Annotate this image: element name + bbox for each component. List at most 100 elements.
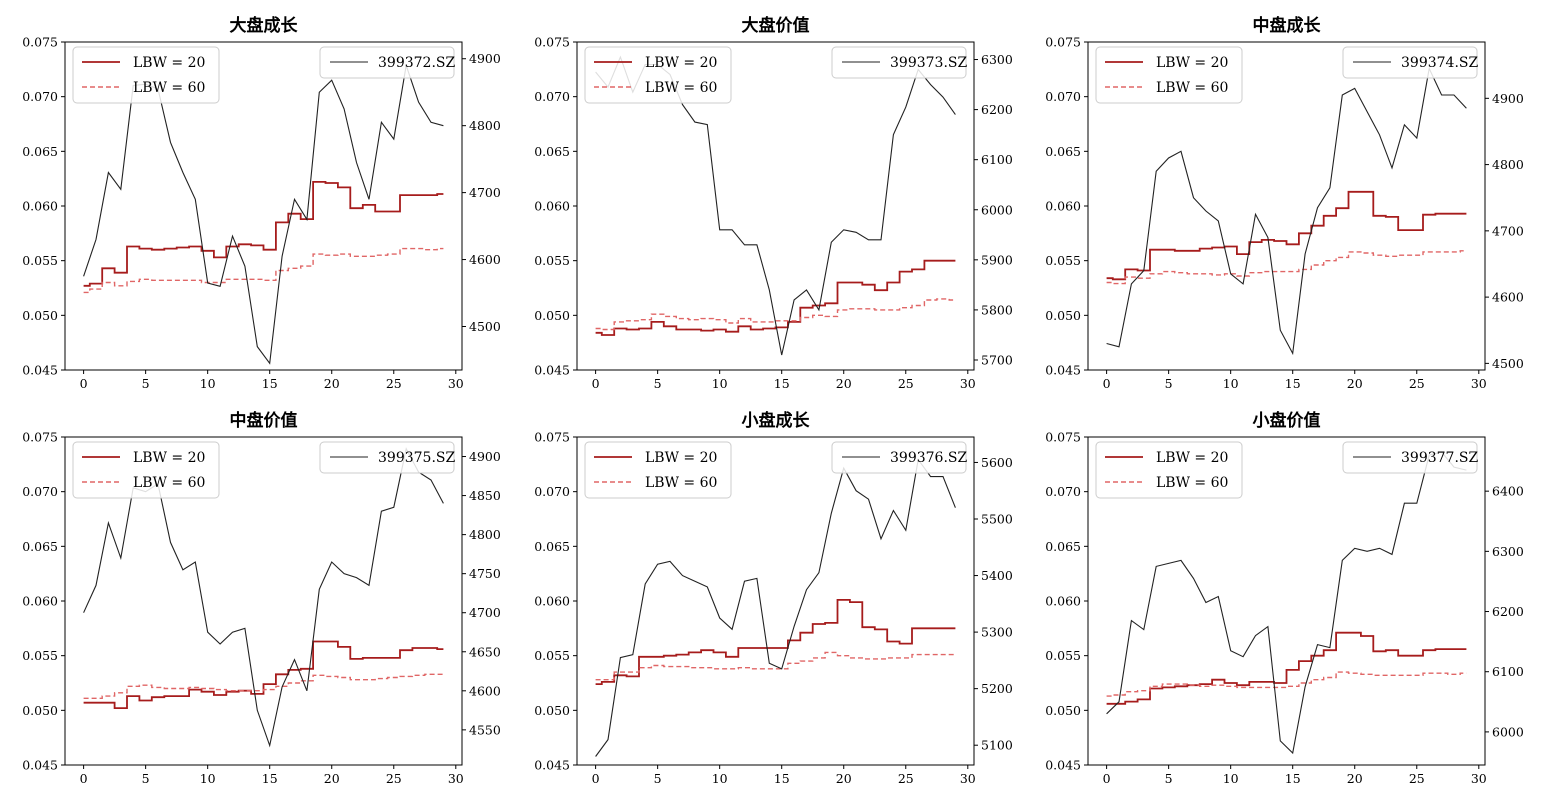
series-lbw20-line [83,181,444,287]
x-tick-label: 30 [960,771,976,786]
legend-box [1095,46,1243,104]
legend-index-label: 399373.SZ [890,55,967,71]
series-lbw20-line [595,599,956,685]
y2-tick-label: 5700 [981,352,1013,367]
y2-tick-label: 4750 [469,566,501,581]
y-tick-label: 0.050 [22,703,58,718]
y-tick-label: 0.075 [534,35,570,50]
legend-left: LBW = 20 LBW = 60 [72,441,220,499]
x-tick-label: 15 [262,771,278,786]
chart-svg: 大盘价值 0.045 0.050 0.055 0.060 0.065 0.070 0.075 5… [534,15,1013,391]
y-tick-label: 0.075 [1045,430,1081,445]
legend-box [584,46,732,104]
y-tick-label: 0.070 [1045,89,1081,104]
series-index-line [1106,451,1467,755]
series-lbw60-line [1106,250,1467,285]
legend-lbw60-label: LBW = 60 [133,475,205,491]
y2-tick-label: 4550 [469,722,501,737]
y-tick-label: 0.070 [534,89,570,104]
chart-title: 中盘成长 [1253,15,1322,36]
y-tick-label: 0.055 [534,648,570,663]
legend-box [831,441,967,474]
x-tick-label: 20 [1347,771,1363,786]
legend-lbw20-label: LBW = 20 [645,450,717,466]
series-lbw20-line [1106,631,1467,705]
x-tick-label: 25 [898,771,914,786]
x-tick-label: 5 [1165,376,1173,391]
y-tick-label: 0.065 [1045,539,1081,554]
chart-title: 大盘价值 [742,15,810,36]
legend-right: 399374.SZ [1342,46,1478,79]
y-tick-label: 0.045 [22,363,58,378]
legend-right: 399376.SZ [831,441,967,474]
legend-box [72,46,220,104]
series-group [595,458,956,757]
y2-tick-label: 4900 [469,449,501,464]
legend-index-label: 399375.SZ [378,450,455,466]
y2-tick-label: 4600 [469,252,501,267]
chart-panel-6: 小盘价值 0.045 0.050 0.055 0.060 0.065 0.070 0.075 6… [1023,395,1538,795]
y2-tick-label: 4500 [1492,356,1524,371]
series-index-line [83,65,444,365]
chart-title: 中盘价值 [230,410,298,431]
x-tick-label: 10 [200,771,216,786]
y-tick-label: 0.065 [22,144,58,159]
y2-tick-label: 6300 [981,52,1013,67]
chart-svg: 中盘价值 0.045 0.050 0.055 0.060 0.065 0.070 0.075 4… [22,410,501,786]
y2-tick-label: 4800 [1492,157,1524,172]
y-tick-label: 0.060 [534,199,570,214]
y-tick-label: 0.045 [534,363,570,378]
x-tick-label: 30 [448,771,464,786]
x-tick-label: 20 [1347,376,1363,391]
legend-left: LBW = 20 LBW = 60 [1095,46,1243,104]
y-tick-label: 0.045 [1045,758,1081,773]
y-tick-label: 0.075 [22,35,58,50]
legend-lbw20-label: LBW = 20 [1156,450,1228,466]
legend-lbw20-label: LBW = 20 [645,55,717,71]
y-tick-label: 0.050 [1045,703,1081,718]
series-lbw60-line [1106,671,1467,697]
legend-right: 399373.SZ [831,46,967,79]
chart-panel-4: 中盘价值 0.045 0.050 0.055 0.060 0.065 0.070 0.075 4… [0,395,515,795]
legend-box [319,46,455,79]
legend-right: 399372.SZ [319,46,455,79]
legend-lbw20-label: LBW = 20 [133,450,205,466]
legend-left: LBW = 20 LBW = 60 [72,46,220,104]
x-tick-label: 15 [1285,771,1301,786]
y-tick-label: 0.075 [1045,35,1081,50]
x-tick-label: 20 [836,771,852,786]
series-group [83,65,444,365]
y2-tick-label: 5900 [981,252,1013,267]
series-lbw20-line [83,640,444,709]
series-group [1106,66,1467,356]
y-tick-label: 0.045 [534,758,570,773]
y2-tick-label: 5500 [981,512,1013,527]
x-tick-label: 0 [592,771,600,786]
legend-box [584,441,732,499]
y-tick-label: 0.050 [1045,308,1081,323]
x-tick-label: 15 [1285,376,1301,391]
y2-tick-label: 4600 [1492,290,1524,305]
y2-tick-label: 4850 [469,488,501,503]
series-lbw20-line [1106,190,1467,281]
y-tick-label: 0.065 [534,539,570,554]
y2-tick-label: 6200 [981,102,1013,117]
y-tick-label: 0.055 [22,253,58,268]
y-tick-label: 0.045 [1045,363,1081,378]
y2-tick-label: 6000 [1492,724,1524,739]
y-tick-label: 0.060 [534,594,570,609]
y-tick-label: 0.055 [1045,253,1081,268]
x-tick-label: 5 [142,771,150,786]
legend-lbw60-label: LBW = 60 [1156,80,1228,96]
legend-box [1342,441,1478,474]
legend-right: 399375.SZ [319,441,455,474]
y-tick-label: 0.070 [22,89,58,104]
y2-tick-label: 6000 [981,202,1013,217]
legend-left: LBW = 20 LBW = 60 [584,46,732,104]
legend-index-label: 399376.SZ [890,450,967,466]
legend-box [319,441,455,474]
y2-tick-label: 6100 [1492,664,1524,679]
legend-index-label: 399377.SZ [1401,450,1478,466]
y2-tick-label: 5100 [981,738,1013,753]
x-tick-label: 10 [712,771,728,786]
